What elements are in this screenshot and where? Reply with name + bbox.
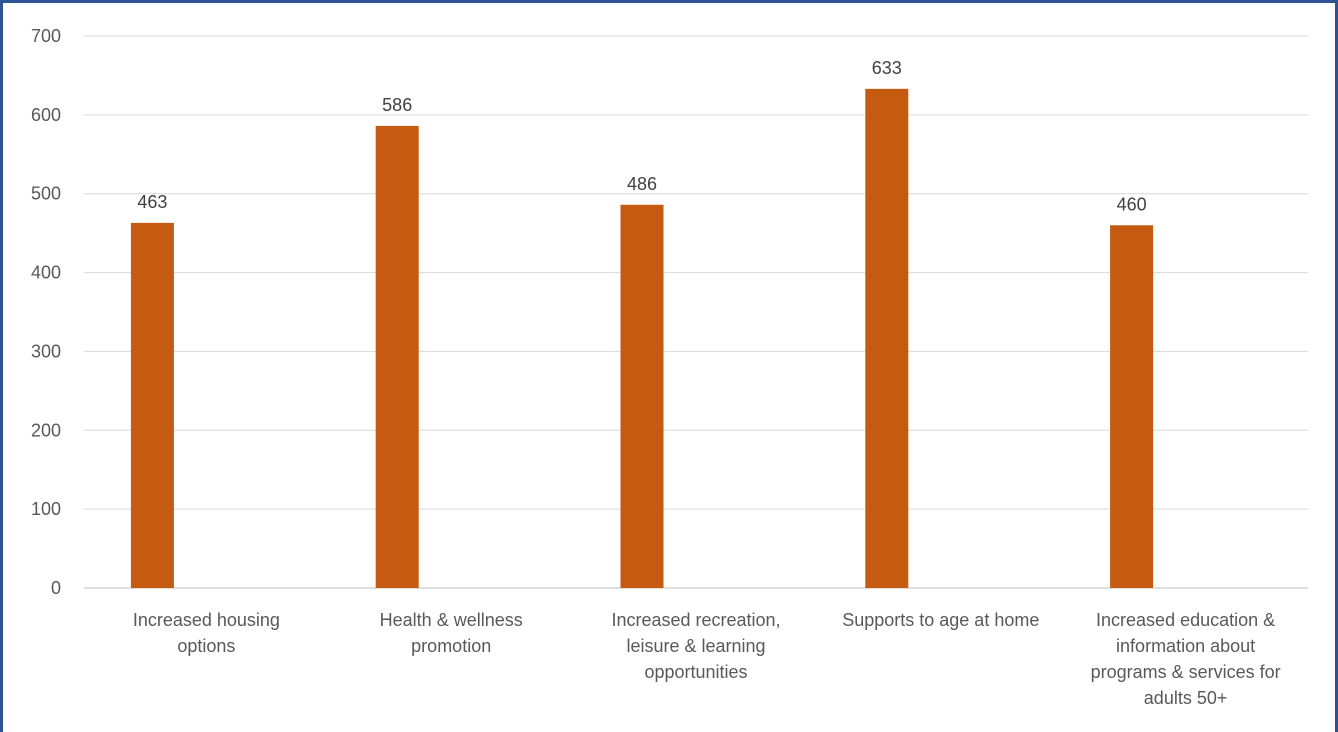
y-tick-label: 600 <box>31 105 61 125</box>
y-tick-label: 0 <box>51 578 61 598</box>
data-label: 633 <box>872 58 902 78</box>
x-tick-label: Supports to age at home <box>842 610 1039 630</box>
y-tick-label: 100 <box>31 499 61 519</box>
data-label: 463 <box>137 192 167 212</box>
x-tick-label: Increased education & information about pr… <box>1091 610 1281 708</box>
y-tick-label: 500 <box>31 184 61 204</box>
x-tick-label-line: Increased housing <box>133 610 280 630</box>
data-label: 486 <box>627 174 657 194</box>
bar <box>375 125 419 588</box>
x-tick-label-line: options <box>177 636 235 656</box>
y-tick-label: 400 <box>31 263 61 283</box>
bar <box>865 88 909 588</box>
data-label: 586 <box>382 95 412 115</box>
x-tick-label-line: Increased education & <box>1096 610 1275 630</box>
x-tick-label-line: information about <box>1116 636 1255 656</box>
data-label: 460 <box>1117 194 1147 214</box>
y-tick-label: 300 <box>31 341 61 361</box>
x-tick-label-line: promotion <box>411 636 491 656</box>
bar <box>130 222 174 589</box>
y-tick-label: 200 <box>31 420 61 440</box>
bar <box>1110 225 1154 588</box>
x-tick-label-line: adults 50+ <box>1144 688 1228 708</box>
x-tick-label-line: Supports to age at home <box>842 610 1039 630</box>
bar <box>620 204 664 589</box>
x-tick-label: Increased recreation, leisure & learning o… <box>611 610 780 682</box>
x-tick-label-line: Increased recreation, <box>611 610 780 630</box>
x-tick-label-line: Health & wellness <box>380 610 523 630</box>
x-tick-label-line: leisure & learning <box>626 636 765 656</box>
x-tick-label-line: opportunities <box>644 662 747 682</box>
x-tick-label-line: programs & services for <box>1091 662 1281 682</box>
x-tick-label: Increased housing options <box>133 610 280 656</box>
x-tick-label: Health & wellness promotion <box>380 610 523 656</box>
y-tick-label: 700 <box>31 26 61 46</box>
